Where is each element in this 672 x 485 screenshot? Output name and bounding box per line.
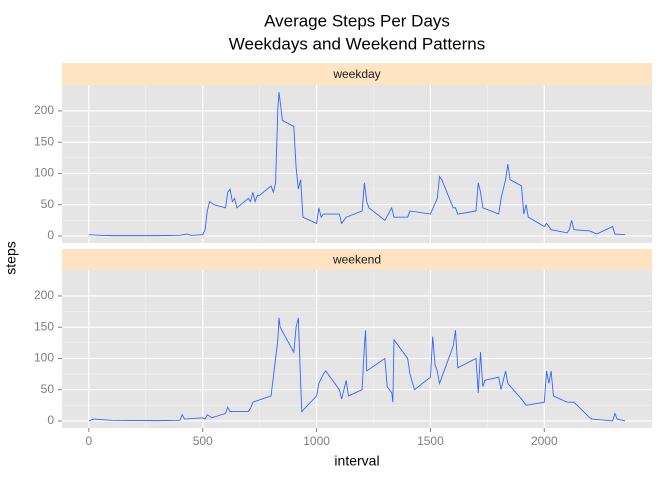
x-tick-label: 0	[86, 434, 93, 448]
x-axis-label: interval	[334, 453, 379, 469]
y-tick-label: 200	[34, 103, 54, 117]
y-tick-label: 0	[47, 228, 54, 242]
y-tick-label: 100	[34, 351, 54, 365]
strip	[62, 249, 652, 270]
data-line	[88, 92, 626, 237]
strip-label: weekday	[332, 67, 380, 81]
data-line	[88, 317, 626, 422]
x-tick-label: 1500	[417, 434, 444, 448]
y-tick-label: 100	[34, 166, 54, 180]
chart-title: Average Steps Per Days	[264, 11, 450, 30]
panel	[62, 270, 652, 428]
y-tick-label: 50	[41, 197, 55, 211]
strip-label: weekend	[332, 253, 381, 267]
y-axis-label: steps	[3, 241, 19, 274]
y-tick-label: 200	[34, 288, 54, 302]
y-tick-label: 0	[47, 413, 54, 427]
chart-title: Weekdays and Weekend Patterns	[229, 34, 485, 53]
strip	[62, 63, 652, 85]
x-tick-label: 1000	[303, 434, 330, 448]
y-tick-label: 50	[41, 382, 55, 396]
y-tick-label: 150	[34, 319, 54, 333]
x-tick-label: 2000	[531, 434, 558, 448]
y-tick-label: 150	[34, 134, 54, 148]
x-tick-label: 500	[193, 434, 213, 448]
panel	[62, 85, 652, 243]
